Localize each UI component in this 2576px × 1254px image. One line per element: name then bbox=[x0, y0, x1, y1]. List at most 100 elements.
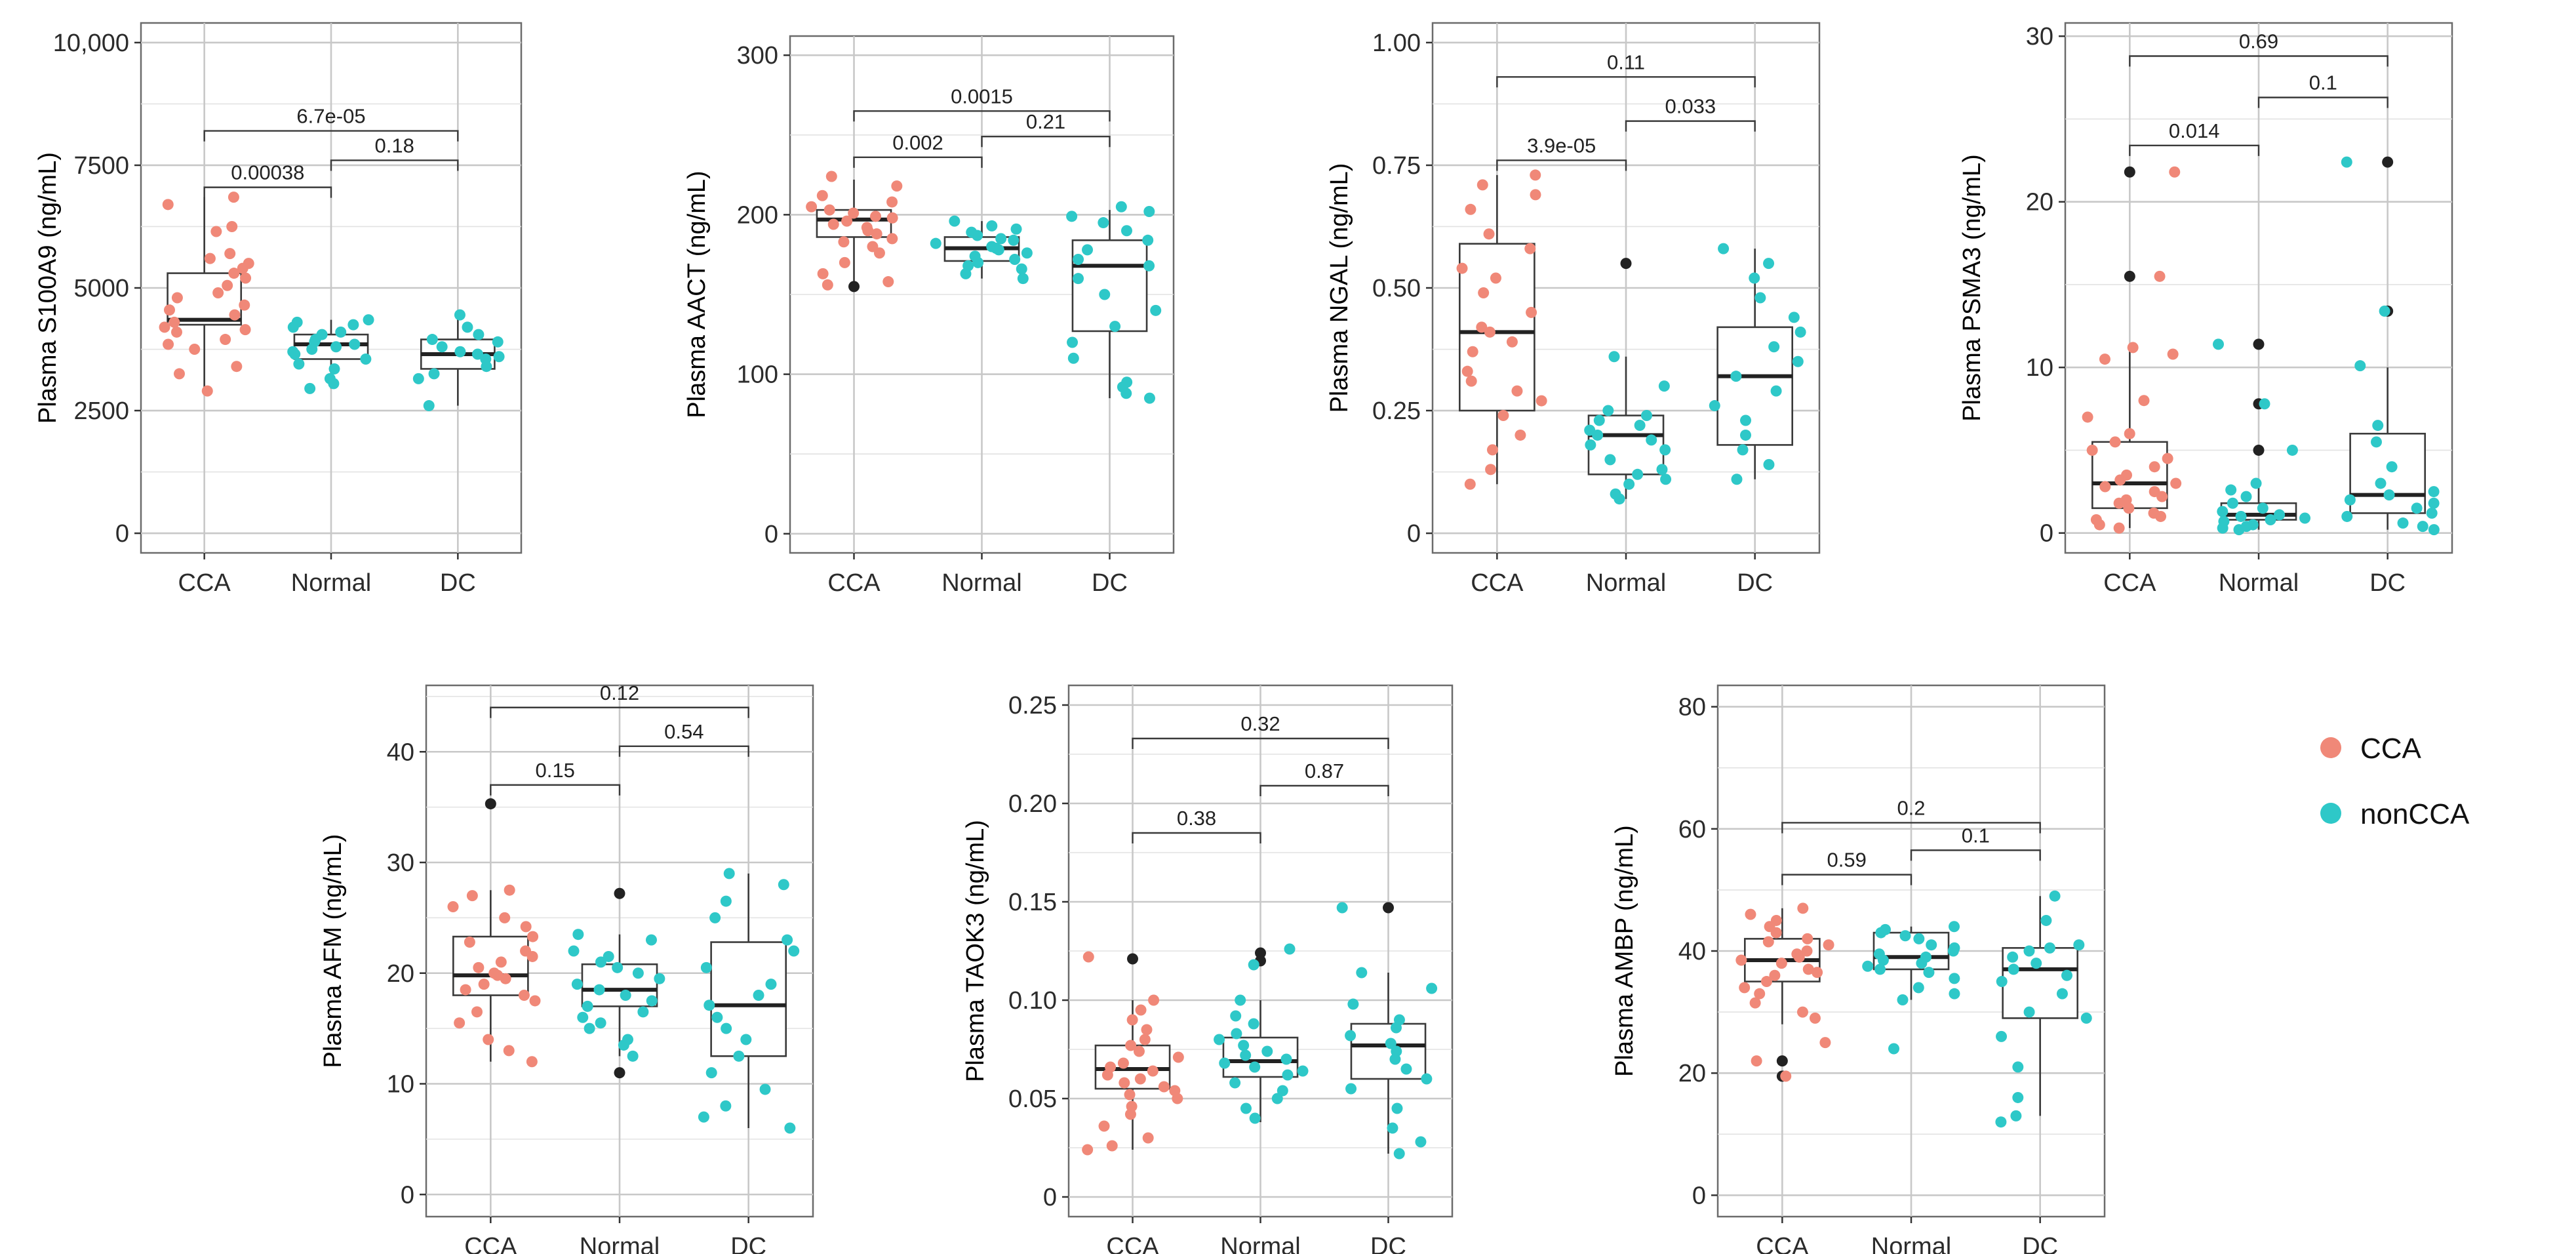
y-tick-label: 30 bbox=[387, 849, 414, 877]
outlier-point bbox=[614, 887, 625, 899]
data-point bbox=[1390, 1022, 1402, 1034]
legend: CCA nonCCA bbox=[2320, 733, 2470, 830]
data-point bbox=[1235, 994, 1246, 1006]
data-point bbox=[1770, 927, 1782, 939]
data-point bbox=[1143, 206, 1155, 218]
data-point bbox=[1421, 1073, 1433, 1085]
data-point bbox=[328, 378, 340, 390]
data-point bbox=[2114, 474, 2126, 486]
data-point bbox=[1745, 908, 1756, 920]
comparison-bracket bbox=[1781, 874, 1912, 885]
data-point bbox=[838, 236, 850, 248]
panel-5: 0 10 20 30 40 CCA Normal DC Plasma AFM (ng/mL) 0.… bbox=[319, 681, 814, 1254]
data-point bbox=[1640, 410, 1652, 422]
data-point bbox=[2109, 436, 2121, 448]
data-point bbox=[1478, 287, 1490, 298]
comparison-bracket bbox=[1496, 159, 1627, 171]
data-point bbox=[2265, 514, 2276, 525]
data-point bbox=[360, 353, 372, 365]
y-axis-label: Plasma AACT (ng/mL) bbox=[683, 171, 711, 418]
outlier-point bbox=[1620, 258, 1632, 270]
data-point bbox=[526, 1056, 538, 1068]
data-point bbox=[1490, 272, 1501, 284]
data-point bbox=[1949, 988, 1960, 1000]
data-point bbox=[2257, 502, 2269, 514]
p-value-label: 0.002 bbox=[892, 131, 943, 154]
legend-label-cca: CCA bbox=[2360, 733, 2422, 765]
data-point bbox=[1801, 945, 1813, 957]
y-tick-label: 0 bbox=[764, 521, 778, 548]
data-point bbox=[204, 253, 216, 264]
data-point bbox=[1949, 973, 1960, 984]
outlier-point bbox=[848, 281, 860, 293]
x-tick-label: CCA bbox=[827, 569, 881, 597]
panel-7: 0 20 40 60 80 CCA Normal DC Plasma AMBP (ng/mL) 0… bbox=[1611, 684, 2106, 1254]
data-point bbox=[1749, 272, 1760, 284]
data-point bbox=[995, 233, 1007, 245]
data-point bbox=[1249, 1112, 1261, 1124]
data-point bbox=[949, 215, 961, 227]
data-point bbox=[784, 1122, 796, 1134]
data-point bbox=[2286, 444, 2298, 456]
data-point bbox=[2341, 156, 2352, 168]
data-point bbox=[1476, 321, 1488, 333]
data-point bbox=[1066, 211, 1078, 222]
data-point bbox=[595, 956, 606, 968]
y-axis-label: Plasma TAOK3 (ng/mL) bbox=[962, 820, 989, 1082]
data-point bbox=[1812, 967, 1823, 979]
data-point bbox=[1913, 933, 1925, 944]
data-point bbox=[972, 256, 984, 268]
data-point bbox=[1608, 351, 1620, 363]
data-point bbox=[1139, 1034, 1151, 1045]
y-tick-label: 20 bbox=[387, 960, 414, 988]
data-point bbox=[1656, 464, 1668, 475]
p-value-label: 0.87 bbox=[1305, 759, 1344, 782]
p-value-label: 3.9e-05 bbox=[1527, 134, 1596, 157]
x-tick-label: Normal bbox=[1586, 569, 1666, 597]
y-tick-label: 10,000 bbox=[53, 30, 129, 57]
data-point bbox=[454, 346, 466, 357]
data-point bbox=[2426, 507, 2438, 519]
y-tick-label: 300 bbox=[737, 42, 778, 70]
y-tick-label: 0 bbox=[1043, 1184, 1057, 1211]
data-point bbox=[816, 190, 828, 201]
data-point bbox=[423, 400, 435, 412]
y-tick-label: 40 bbox=[1678, 938, 1706, 965]
data-point bbox=[2155, 510, 2167, 522]
data-point bbox=[1249, 1061, 1261, 1073]
data-point bbox=[986, 220, 998, 232]
data-point bbox=[1511, 385, 1523, 397]
x-tick-label: CCA bbox=[1471, 569, 1524, 597]
box bbox=[2349, 432, 2426, 514]
data-point bbox=[454, 309, 466, 321]
data-point bbox=[189, 344, 201, 355]
data-point bbox=[1524, 243, 1536, 254]
data-point bbox=[1133, 1045, 1145, 1057]
comparison-bracket bbox=[2129, 144, 2260, 156]
data-point bbox=[1082, 1144, 1094, 1156]
data-point bbox=[1385, 1038, 1397, 1049]
data-point bbox=[1718, 243, 1730, 254]
outlier-point bbox=[485, 798, 496, 810]
data-point bbox=[2170, 477, 2182, 489]
data-point bbox=[529, 995, 541, 1007]
outlier-point bbox=[1776, 1055, 1788, 1067]
data-point bbox=[1147, 1065, 1159, 1077]
data-point bbox=[1124, 1089, 1136, 1101]
x-tick-label: Normal bbox=[941, 569, 1021, 597]
data-point bbox=[500, 973, 511, 984]
comparison-bracket bbox=[490, 784, 621, 796]
data-point bbox=[1802, 963, 1814, 975]
p-value-label: 0.0015 bbox=[951, 85, 1013, 108]
data-point bbox=[891, 180, 903, 192]
y-axis-label: Plasma S100A9 (ng/mL) bbox=[34, 152, 62, 424]
data-point bbox=[603, 950, 614, 962]
data-point bbox=[2073, 939, 2085, 951]
data-point bbox=[1947, 945, 1959, 957]
data-point bbox=[2411, 502, 2423, 514]
data-point bbox=[1515, 429, 1526, 441]
data-point bbox=[1740, 415, 1752, 426]
data-point bbox=[168, 316, 180, 328]
data-point bbox=[1073, 273, 1084, 285]
data-point bbox=[839, 256, 850, 268]
